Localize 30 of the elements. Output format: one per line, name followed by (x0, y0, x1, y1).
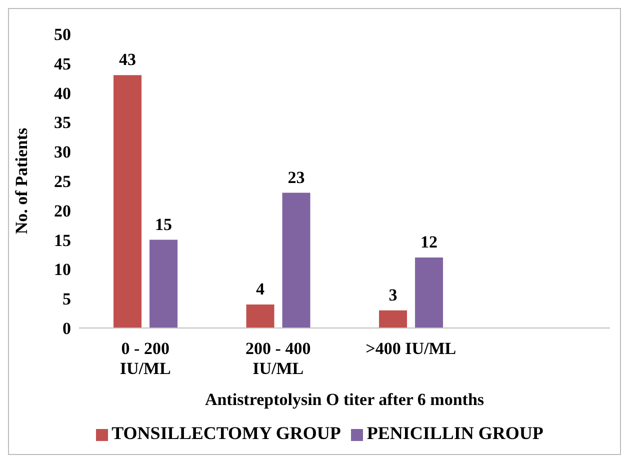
bar (114, 75, 142, 328)
y-tick-label: 50 (54, 25, 71, 44)
y-tick-label: 0 (62, 319, 71, 338)
y-tick-label: 5 (62, 290, 71, 309)
bar (282, 192, 310, 328)
x-tick-label: 200 - 400 IU/ML (246, 339, 311, 378)
y-tick-label: 10 (54, 260, 71, 280)
bar (379, 310, 408, 328)
data-label: 3 (388, 285, 398, 304)
y-tick-label: 15 (54, 230, 71, 250)
data-label: 4 (256, 279, 266, 298)
legend-label: PENICILLIN GROUP (366, 423, 544, 443)
y-axis-title: No. of Patients (12, 128, 32, 234)
data-label: 23 (288, 168, 305, 187)
x-tick-label: 0 - 200 IU/ML (120, 339, 171, 378)
data-label: 43 (119, 50, 136, 70)
bar (246, 304, 274, 328)
y-tick-label: 45 (54, 54, 71, 74)
y-tick-label: 40 (54, 84, 71, 103)
data-label: 12 (420, 232, 438, 252)
x-tick-label: >400 IU/ML (366, 339, 456, 358)
y-tick-label: 35 (54, 113, 71, 132)
y-tick-label: 30 (54, 142, 71, 162)
x-axis-title: Antistreptolysin O titer after 6 months (204, 390, 484, 409)
data-label: 15 (155, 214, 172, 234)
legend-label: TONSILLECTOMY GROUP (112, 423, 341, 443)
bar (150, 240, 178, 328)
bar (415, 257, 444, 328)
y-tick-label: 25 (54, 172, 71, 192)
y-tick-label: 20 (54, 201, 71, 220)
